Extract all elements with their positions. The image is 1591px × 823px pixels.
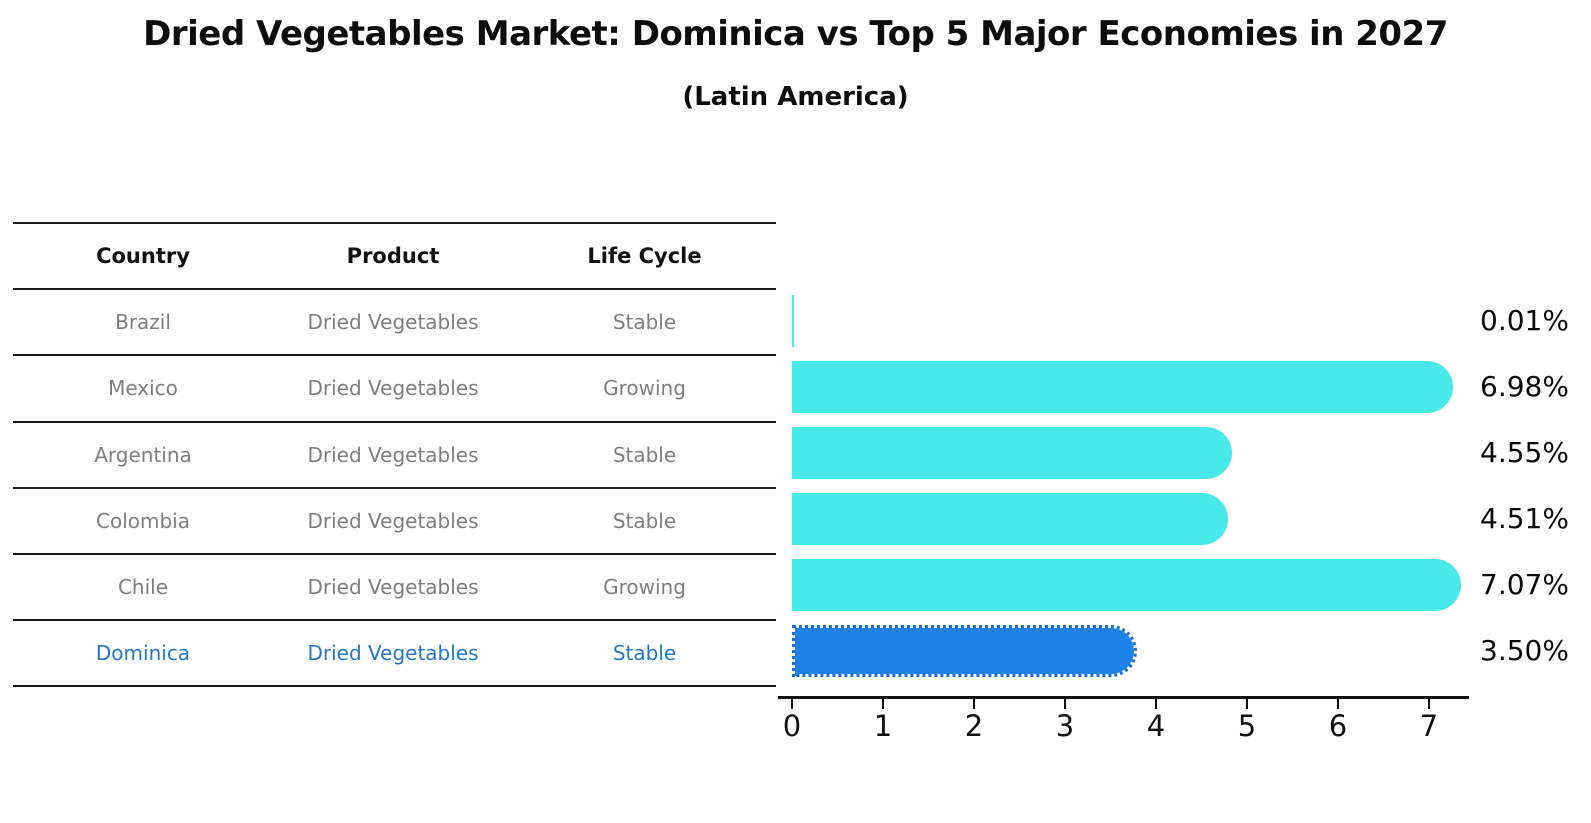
bar-argentina — [792, 427, 1233, 479]
x-tick-mark — [973, 699, 975, 709]
table-cell-life-cycle: Stable — [612, 508, 677, 533]
x-tick-mark — [1155, 699, 1157, 709]
table-header-row: Country Product Life Cycle — [13, 224, 776, 291]
bar-chile — [792, 559, 1462, 611]
table-row: Colombia Dried Vegetables Stable — [13, 489, 776, 555]
comparison-table: Country Product Life Cycle Brazil Dried … — [13, 222, 776, 688]
x-tick-label: 3 — [1055, 709, 1075, 743]
x-tick-label: 4 — [1146, 709, 1166, 743]
table-cell-product: Dried Vegetables — [307, 575, 479, 600]
bar-brazil — [792, 295, 794, 347]
comparison-table-body: Brazil Dried Vegetables Stable Mexico Dr… — [13, 290, 776, 688]
table-cell-country: Colombia — [96, 508, 190, 533]
bar-colombia — [792, 493, 1229, 545]
table-cell-life-cycle: Growing — [603, 575, 686, 600]
x-tick-mark — [1246, 699, 1248, 709]
x-tick-label: 2 — [964, 709, 984, 743]
x-tick-mark — [791, 699, 793, 709]
table-row: Argentina Dried Vegetables Stable — [13, 423, 776, 489]
x-tick-label: 6 — [1328, 709, 1348, 743]
table-header-country: Country — [96, 244, 190, 269]
x-tick-label: 0 — [782, 709, 802, 743]
bar-value-label: 4.55% — [1480, 436, 1569, 469]
x-tick-mark — [882, 699, 884, 709]
table-cell-country: Brazil — [115, 310, 171, 335]
table-row: Mexico Dried Vegetables Growing — [13, 356, 776, 423]
table-cell-country: Chile — [117, 575, 169, 600]
bar-value-label: 7.07% — [1480, 568, 1569, 601]
bar-value-label: 0.01% — [1480, 304, 1569, 337]
table-cell-life-cycle: Growing — [603, 376, 686, 401]
x-tick-label: 1 — [873, 709, 893, 743]
table-cell-product: Dried Vegetables — [307, 310, 479, 335]
x-tick-label: 5 — [1237, 709, 1257, 743]
x-tick-label: 7 — [1419, 709, 1439, 743]
table-header-life-cycle: Life Cycle — [587, 244, 702, 269]
table-cell-life-cycle: Stable — [612, 442, 677, 467]
table-cell-life-cycle: Stable — [612, 641, 677, 666]
table-header-product: Product — [346, 244, 440, 269]
bar-value-label: 4.51% — [1480, 502, 1569, 535]
table-cell-product: Dried Vegetables — [307, 442, 479, 467]
x-tick-mark — [1337, 699, 1339, 709]
x-tick-mark — [1428, 699, 1430, 709]
table-cell-country: Mexico — [108, 376, 178, 401]
table-row: Brazil Dried Vegetables Stable — [13, 290, 776, 357]
table-cell-life-cycle: Stable — [612, 310, 677, 335]
x-axis-line — [778, 696, 1469, 699]
table-cell-product: Dried Vegetables — [307, 376, 479, 401]
x-tick-mark — [1064, 699, 1066, 709]
table-cell-product: Dried Vegetables — [307, 508, 479, 533]
bar-dominica — [792, 625, 1137, 677]
chart-subtitle: (Latin America) — [682, 82, 909, 112]
bar-value-label: 6.98% — [1480, 370, 1569, 403]
chart-title: Dried Vegetables Market: Dominica vs Top… — [143, 14, 1448, 54]
bar-mexico — [792, 361, 1454, 413]
table-cell-country: Dominica — [95, 641, 191, 666]
table-cell-product: Dried Vegetables — [307, 641, 479, 666]
table-cell-country: Argentina — [94, 442, 192, 467]
table-row: Dominica Dried Vegetables Stable — [13, 621, 776, 688]
table-row: Chile Dried Vegetables Growing — [13, 555, 776, 622]
bar-value-label: 3.50% — [1480, 634, 1569, 667]
